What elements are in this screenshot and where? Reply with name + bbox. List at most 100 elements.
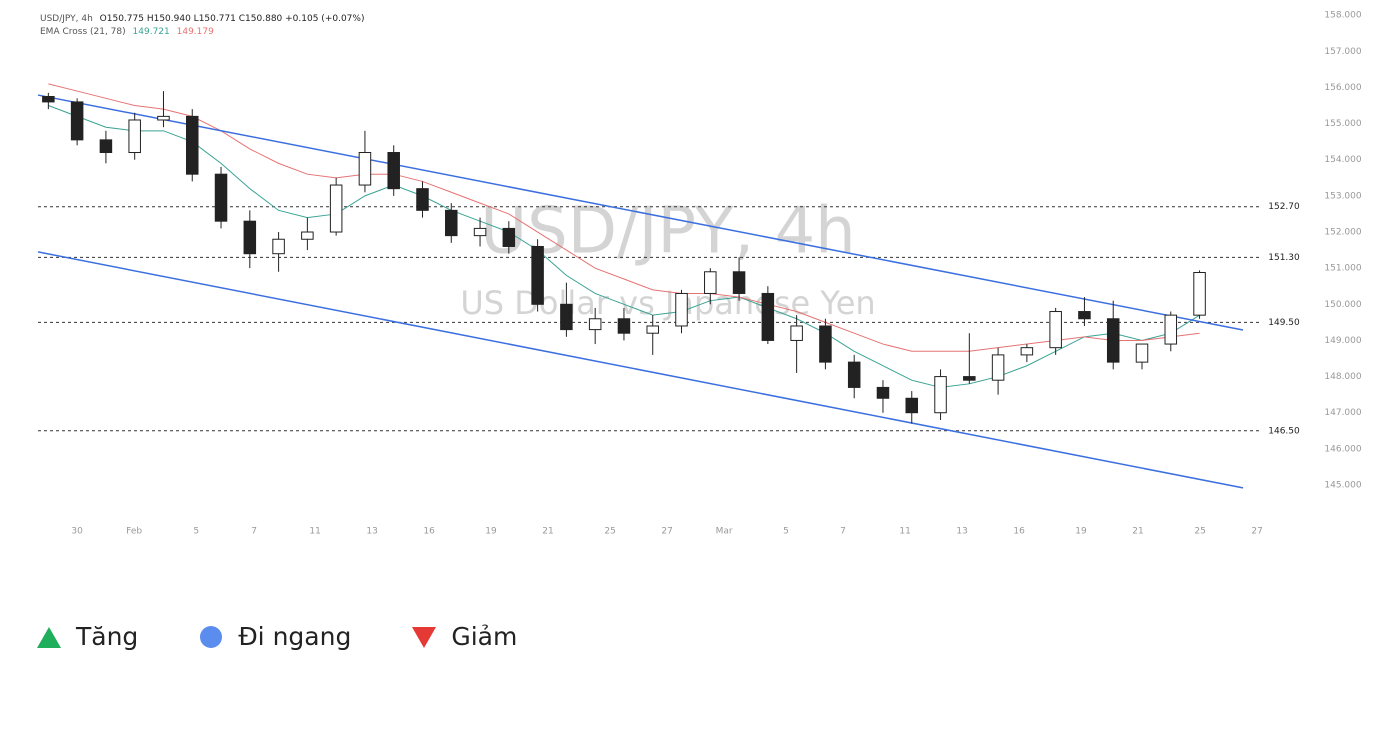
candle-body	[214, 173, 228, 222]
x-tick-label: 5	[193, 527, 199, 537]
candle-body	[790, 325, 803, 341]
x-tick-label: 19	[485, 527, 497, 537]
candle-body	[963, 376, 976, 381]
y-tick-label: 151.000	[1324, 264, 1361, 274]
y-tick-label: 149.000	[1324, 336, 1361, 346]
candle-body	[502, 227, 516, 247]
candle-body	[329, 184, 343, 233]
candle-body	[732, 271, 746, 294]
x-tick-label: 21	[542, 527, 553, 537]
candle-body	[473, 227, 487, 237]
indicator-value: 149.721	[132, 27, 170, 37]
x-tick-label: 30	[71, 527, 83, 537]
y-tick-label: 155.000	[1324, 119, 1361, 129]
candle-body	[185, 115, 199, 175]
x-tick-label: 27	[661, 527, 672, 537]
x-tick-label: 5	[783, 527, 789, 537]
y-tick-label: 148.000	[1324, 372, 1361, 382]
watermark: US Dollar vs Japanese Yen	[460, 284, 875, 322]
level-label-bg	[1262, 199, 1302, 214]
candle-body	[560, 303, 573, 331]
candle-body	[1106, 318, 1120, 363]
x-tick-label: 25	[604, 527, 615, 537]
candle-body	[301, 231, 314, 240]
y-tick-label: 145.000	[1324, 481, 1361, 491]
x-tick-label: 16	[423, 527, 435, 537]
x-tick-label: 7	[840, 527, 846, 537]
x-tick-label: 13	[956, 527, 967, 537]
candle-body	[358, 152, 372, 186]
x-tick-label: 16	[1013, 527, 1025, 537]
candle-body	[1164, 314, 1178, 345]
legend-icon	[37, 626, 61, 648]
symbol: USD/JPY, 4h	[40, 14, 93, 24]
x-tick-label: Mar	[716, 527, 733, 537]
candle-body	[588, 318, 602, 331]
x-tick-label: Feb	[126, 527, 142, 537]
y-tick-label: 150.000	[1324, 300, 1361, 310]
indicator: EMA Cross (21, 78)	[40, 27, 126, 37]
ohlc: O150.775 H150.940 L150.771 C150.880 +0.1…	[99, 14, 365, 24]
candle-body	[876, 386, 890, 399]
level-label: 152.70	[1268, 202, 1300, 212]
candle-body	[934, 376, 947, 414]
legend-marker	[37, 626, 61, 648]
y-tick-label: 152.000	[1324, 228, 1361, 238]
candle-body	[1020, 347, 1034, 356]
ema-line	[48, 105, 1200, 388]
legend-item: Giảm	[411, 622, 517, 651]
candle-body	[1049, 311, 1062, 349]
candle-body	[42, 95, 55, 103]
candle-body	[128, 119, 141, 154]
legend-label: Đi ngang	[238, 622, 352, 651]
candle-body	[905, 397, 919, 414]
legend-item: Đi ngang	[198, 622, 351, 651]
trend-line	[37, 94, 1244, 331]
y-tick-label: 154.000	[1324, 155, 1361, 165]
x-tick-label: 11	[899, 527, 910, 537]
indicator-header: EMA Cross (21, 78) 149.721 149.179	[40, 27, 218, 37]
x-tick-label: 13	[366, 527, 377, 537]
candle-body	[531, 245, 544, 305]
y-tick-label: 158.000	[1324, 11, 1361, 21]
y-tick-label: 153.000	[1324, 191, 1361, 201]
legend-icon	[412, 626, 437, 648]
y-tick-label: 156.000	[1324, 83, 1361, 93]
candle-body	[99, 139, 113, 154]
x-tick-label: 19	[1075, 527, 1087, 537]
candle-body	[991, 354, 1005, 381]
y-tick-label: 147.000	[1324, 408, 1361, 418]
candle-body	[387, 152, 400, 190]
candle-body	[617, 318, 631, 334]
candle-body	[272, 238, 285, 255]
y-tick-label: 146.000	[1324, 444, 1361, 454]
indicator-value: 149.179	[176, 27, 214, 37]
legend-icon	[200, 625, 223, 648]
level-label: 146.50	[1268, 426, 1300, 436]
candle-body	[1135, 343, 1149, 363]
candle-body	[1193, 271, 1206, 316]
legend-item: Tăng	[36, 622, 138, 651]
level-label: 151.30	[1268, 253, 1300, 263]
legend-label: Giảm	[451, 622, 518, 651]
candle-body	[157, 115, 170, 121]
candle-body	[243, 220, 257, 255]
candle-body	[70, 101, 84, 141]
legend: Tăng Đi ngang Giảm	[36, 622, 517, 651]
candle-body	[1078, 311, 1091, 320]
trend-line	[37, 251, 1244, 489]
candle-body	[819, 325, 832, 363]
y-tick-label: 157.000	[1324, 47, 1361, 57]
candle-body	[445, 209, 458, 237]
level-label-bg	[1262, 315, 1302, 330]
candle-body	[646, 325, 659, 334]
x-tick-label: 27	[1251, 527, 1262, 537]
ema-line	[48, 83, 1200, 352]
level-label: 149.50	[1268, 318, 1300, 328]
legend-marker	[200, 625, 223, 648]
x-tick-label: 25	[1194, 527, 1205, 537]
candle-body	[675, 292, 688, 327]
candle-body	[847, 361, 861, 388]
candle-body	[761, 292, 775, 341]
